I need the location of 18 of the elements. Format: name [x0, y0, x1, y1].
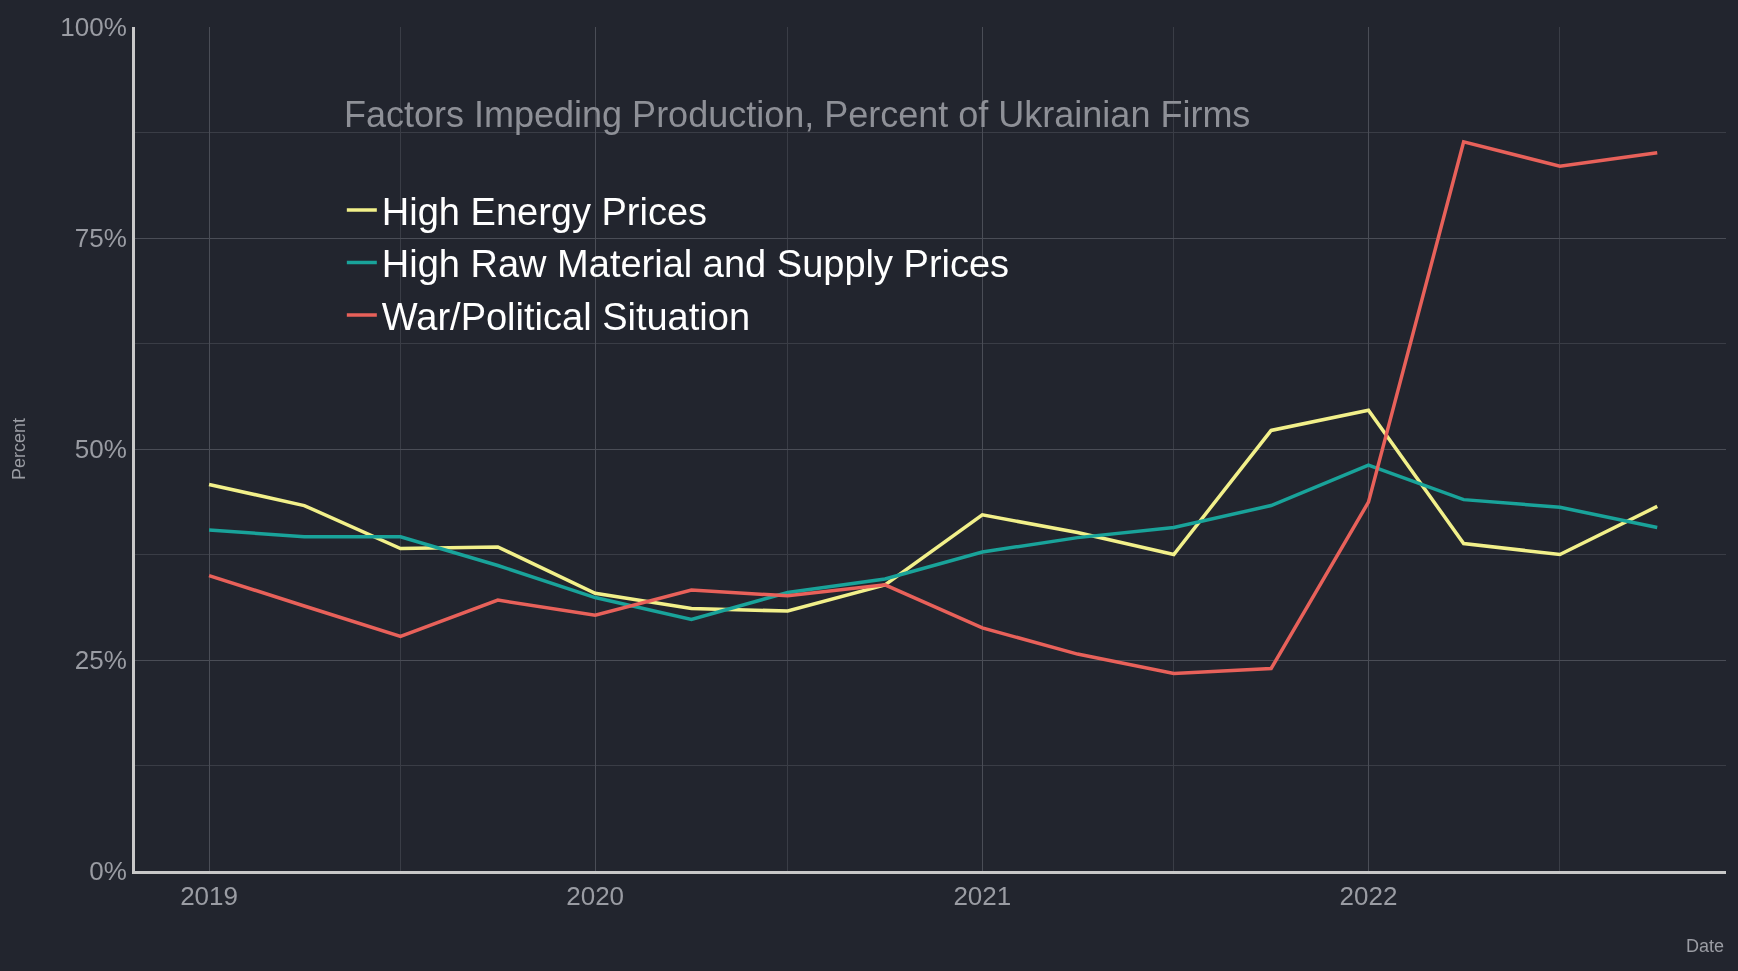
y-tick-label: 0% [89, 856, 127, 887]
x-axis-title: Date [1686, 936, 1725, 956]
legend-label: High Energy Prices [381, 190, 708, 233]
x-tick-label: 2019 [180, 881, 238, 912]
text: Factors Impeding Production, Percent of Ukrainian Firms [344, 94, 1251, 135]
y-axis-title: Percent [9, 417, 30, 481]
y-tick-label: 50% [74, 434, 127, 465]
y-tick-label: 100% [60, 12, 127, 43]
x-tick-label: 2021 [953, 881, 1012, 912]
y-tick-label: 25% [74, 645, 127, 676]
y-tick-label: 75% [74, 223, 127, 254]
line-series [207, 140, 1659, 676]
legend-label: War/Political Situation [381, 295, 751, 338]
legend-label: High Raw Material and Supply Prices [381, 243, 1010, 286]
line-series [207, 463, 1659, 622]
x-tick-label: 2022 [1339, 881, 1398, 912]
line-series [207, 408, 1659, 613]
x-tick-label: 2020 [566, 881, 625, 912]
